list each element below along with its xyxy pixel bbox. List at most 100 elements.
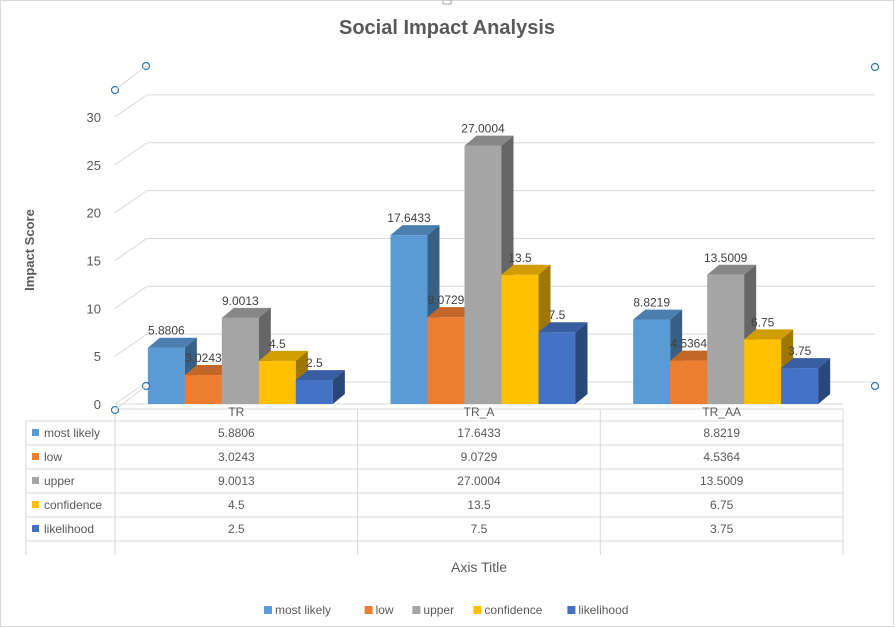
data-label: 17.6433	[387, 211, 431, 225]
bar-side	[575, 322, 588, 404]
bar-front	[744, 339, 782, 404]
bar-front	[464, 145, 502, 404]
gridline-side	[114, 381, 148, 405]
bars	[147, 135, 831, 404]
table-cell: 5.8806	[218, 426, 255, 440]
bar-top	[781, 358, 831, 369]
legend-entry: low	[376, 603, 394, 617]
table-cell: 2.5	[228, 522, 245, 536]
bar-front	[427, 317, 465, 404]
bar-top	[221, 307, 271, 318]
bar-front	[781, 368, 819, 404]
table-cell: 4.5364	[703, 450, 740, 464]
bar	[295, 370, 345, 404]
gridline-side	[114, 94, 148, 118]
bar-top	[744, 329, 794, 340]
bar-front	[258, 360, 296, 404]
legend-key	[412, 606, 421, 614]
table-series-name: low	[44, 450, 62, 464]
bar-top	[464, 135, 514, 146]
gridline-side	[114, 142, 148, 166]
bar-top	[707, 264, 757, 275]
data-label: 3.75	[788, 344, 812, 358]
chart-title: Social Impact Analysis	[339, 17, 555, 39]
y-tick-label: 10	[87, 301, 101, 316]
table-legend-key	[32, 477, 39, 484]
bar-front	[147, 347, 185, 404]
data-label: 6.75	[751, 315, 775, 329]
bar-front	[501, 274, 539, 404]
legend-key	[567, 606, 576, 614]
legend: most likely low upper confidence likelihood	[264, 603, 628, 617]
bar-top	[295, 370, 345, 381]
y-tick-label: 30	[87, 110, 101, 125]
bar-top	[538, 322, 588, 333]
bar-side	[818, 358, 831, 404]
bar-top	[633, 309, 683, 320]
data-label: 7.5	[549, 308, 566, 322]
y-tick-label: 0	[94, 397, 101, 412]
table-series-name: most likely	[44, 426, 100, 440]
legend-entry: confidence	[484, 603, 542, 617]
data-label: 4.5364	[670, 337, 707, 351]
table-legend-key	[32, 429, 39, 436]
y-tick-label: 20	[87, 206, 101, 221]
data-label: 9.0729	[428, 293, 465, 307]
data-label: 13.5	[508, 251, 532, 265]
data-label: 9.0013	[222, 294, 259, 308]
plot-corner-line	[114, 65, 147, 91]
bar-side	[332, 370, 345, 404]
data-label: 2.5	[306, 356, 323, 370]
legend-key	[264, 606, 272, 614]
gridline-side	[114, 285, 148, 309]
gridline-side	[114, 238, 148, 261]
category-label: TR_A	[464, 405, 495, 419]
x-axis-title: Axis Title	[451, 559, 507, 575]
bar-top	[390, 225, 440, 236]
table-series-name: confidence	[44, 498, 102, 512]
legend-key	[364, 606, 373, 614]
y-axis-ticks: 0 5 10 15 20 25 30	[87, 110, 101, 412]
table-cell: 13.5009	[700, 474, 744, 488]
bar-front	[670, 360, 708, 404]
table-legend-key	[32, 525, 39, 532]
bar-front	[295, 380, 333, 404]
table-cell: 4.5	[228, 498, 245, 512]
table-cell: 9.0013	[218, 474, 255, 488]
legend-entry: most likely	[275, 603, 331, 617]
table-cell: 6.75	[710, 498, 734, 512]
category-label: TR	[228, 405, 244, 419]
bar-front	[390, 235, 428, 404]
selection-handles[interactable]	[110, 0, 880, 415]
data-label: 13.5009	[704, 251, 748, 265]
bar-top	[670, 350, 720, 361]
resize-handle[interactable]	[870, 381, 880, 391]
data-label: 3.0243	[185, 351, 222, 365]
resize-handle[interactable]	[870, 62, 880, 72]
bar-top	[501, 264, 551, 275]
bar	[781, 358, 831, 404]
bar-front	[707, 274, 745, 404]
legend-key	[473, 606, 482, 614]
legend-entry: likelihood	[578, 603, 628, 617]
bar-top	[147, 337, 197, 348]
table-cell: 13.5	[467, 498, 491, 512]
bar-top	[184, 365, 234, 376]
bar-top	[258, 350, 308, 361]
bar-front	[221, 317, 259, 404]
bar	[538, 322, 588, 404]
table-legend-key	[32, 453, 39, 460]
data-label: 4.5	[269, 337, 286, 351]
gridline-side	[114, 333, 148, 357]
bar-top	[427, 307, 477, 318]
table-cell: 8.8219	[703, 426, 740, 440]
top-resize-handle[interactable]	[442, 0, 452, 5]
table-series-name: upper	[44, 474, 75, 488]
legend-entry: upper	[423, 603, 454, 617]
table-cell: 3.0243	[218, 450, 255, 464]
data-label: 8.8219	[633, 296, 670, 310]
y-tick-label: 15	[87, 253, 101, 268]
